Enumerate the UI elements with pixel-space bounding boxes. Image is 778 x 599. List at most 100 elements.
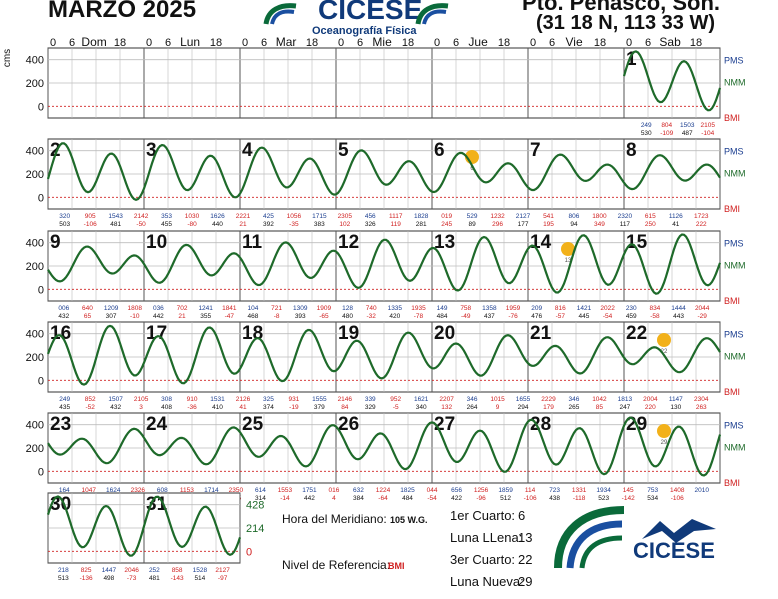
extreme-time-label: 249	[59, 396, 70, 403]
moon-phase-icon	[561, 242, 575, 256]
page-title: MARZO 2025	[48, 0, 197, 23]
extreme-height-label: 383	[314, 221, 325, 228]
extreme-height-label: -143	[171, 575, 184, 582]
extreme-time-label: 858	[172, 567, 183, 574]
extreme-time-label: 114	[525, 487, 536, 494]
extreme-time-label: 1828	[414, 213, 429, 220]
day-number: 20	[434, 323, 455, 344]
extreme-time-label: 1047	[82, 487, 97, 494]
day-number: 10	[146, 232, 167, 253]
extreme-time-label: 1825	[400, 487, 415, 494]
extreme-time-label: 656	[451, 487, 462, 494]
day-number: 13	[434, 232, 455, 253]
cicese-logo-icon	[554, 506, 625, 569]
day-number: 25	[242, 414, 264, 435]
extreme-height-label: 420	[389, 313, 400, 320]
moon-phase-label: 22	[661, 349, 668, 355]
extreme-time-label: 1042	[592, 396, 607, 403]
extreme-height-label: 443	[673, 313, 684, 320]
extreme-height-label: 247	[619, 404, 630, 411]
extreme-time-label: 952	[390, 396, 401, 403]
extreme-time-label: 608	[157, 487, 168, 494]
extreme-time-label: 852	[85, 396, 96, 403]
extreme-height-label: 498	[103, 575, 114, 582]
extreme-height-label: 296	[492, 221, 503, 228]
right-label-pms: PMS	[724, 330, 744, 340]
extreme-height-label: 119	[391, 221, 402, 228]
logo-text: CICESE	[633, 538, 715, 563]
y-tick-label: 400	[26, 238, 44, 250]
hour-tick-0: 0	[626, 37, 632, 49]
extreme-time-label: 1331	[572, 487, 587, 494]
org-subtitle: Oceanografía Física	[312, 25, 417, 37]
extreme-time-label: 1813	[618, 396, 633, 403]
phase-third-quarter-label: 3er Cuarto:	[450, 552, 516, 567]
extreme-time-label: 1528	[193, 567, 208, 574]
extreme-height-label: -8	[274, 313, 280, 320]
y-tick-label: 0	[38, 375, 44, 387]
extreme-time-label: 145	[623, 487, 634, 494]
extreme-height-label: 484	[437, 313, 448, 320]
phase-new-moon-day: 29	[518, 574, 533, 589]
day-number: 8	[626, 140, 637, 161]
extreme-height-label: -54	[427, 495, 437, 502]
extreme-time-label: 2221	[236, 213, 251, 220]
extreme-height-label: 512	[500, 495, 511, 502]
extreme-time-label: 2320	[618, 213, 633, 220]
extreme-time-label: 325	[263, 396, 274, 403]
station-coords: (31 18 N, 113 33 W)	[536, 12, 715, 34]
extreme-time-label: 2126	[236, 396, 251, 403]
extreme-time-label: 753	[647, 487, 658, 494]
hour-tick-0: 0	[146, 37, 152, 49]
extreme-height-label: 442	[153, 313, 164, 320]
extreme-time-label: 1015	[490, 396, 505, 403]
extreme-time-label: 2304	[694, 396, 709, 403]
extreme-time-label: 1808	[128, 305, 143, 312]
extreme-time-label: 1030	[185, 213, 200, 220]
extreme-time-label: 2326	[131, 487, 146, 494]
header: MARZO 2025 CICESE Oceanografía Física Pt…	[0, 0, 778, 46]
extreme-height-label: 307	[106, 313, 117, 320]
extreme-height-label: -35	[289, 221, 299, 228]
extreme-time-label: 1555	[312, 396, 327, 403]
weekday-label: Mie	[372, 35, 392, 49]
day-number: 9	[50, 232, 61, 253]
extreme-height-label: -58	[650, 313, 660, 320]
extreme-height-label: 349	[594, 221, 605, 228]
day-number: 1	[626, 49, 637, 70]
extreme-time-label: 209	[531, 305, 542, 312]
y-tick-label: 0	[38, 466, 44, 478]
extreme-time-label: 1553	[278, 487, 293, 494]
y-axis-label: cms	[2, 49, 13, 67]
extreme-height-label: 21	[178, 313, 186, 320]
moon-phase-label: 29	[661, 440, 668, 446]
extreme-time-label: 1624	[106, 487, 121, 494]
extreme-height-label: 438	[549, 495, 560, 502]
extreme-time-label: 320	[59, 213, 70, 220]
extreme-height-label: 513	[58, 575, 69, 582]
extreme-height-label: 422	[451, 495, 462, 502]
extreme-height-label: -76	[508, 313, 518, 320]
hour-tick-6: 6	[549, 37, 555, 49]
extreme-height-label: -19	[289, 404, 299, 411]
extreme-time-label: 702	[177, 305, 188, 312]
extreme-height-label: 4	[332, 495, 336, 502]
extreme-height-label: 484	[402, 495, 413, 502]
tide-series-line	[622, 50, 722, 112]
extreme-time-label: 2022	[600, 305, 615, 312]
right-label-pms: PMS	[724, 421, 744, 431]
y-tick-label: 0	[38, 101, 44, 113]
extreme-height-label: 468	[248, 313, 259, 320]
extreme-height-label: 9	[496, 404, 500, 411]
extreme-time-label: 346	[569, 396, 580, 403]
extreme-time-label: 905	[85, 213, 96, 220]
extreme-time-label: 910	[187, 396, 198, 403]
hour-tick-6: 6	[69, 37, 75, 49]
extreme-time-label: 1309	[293, 305, 308, 312]
phase-full-moon-label: Luna LLena:	[450, 530, 523, 545]
extreme-time-label: 1715	[312, 213, 327, 220]
extreme-time-label: 1126	[669, 213, 683, 220]
day-number: 28	[530, 414, 551, 435]
extreme-height-label: -97	[218, 575, 228, 582]
day-number: 5	[338, 140, 349, 161]
